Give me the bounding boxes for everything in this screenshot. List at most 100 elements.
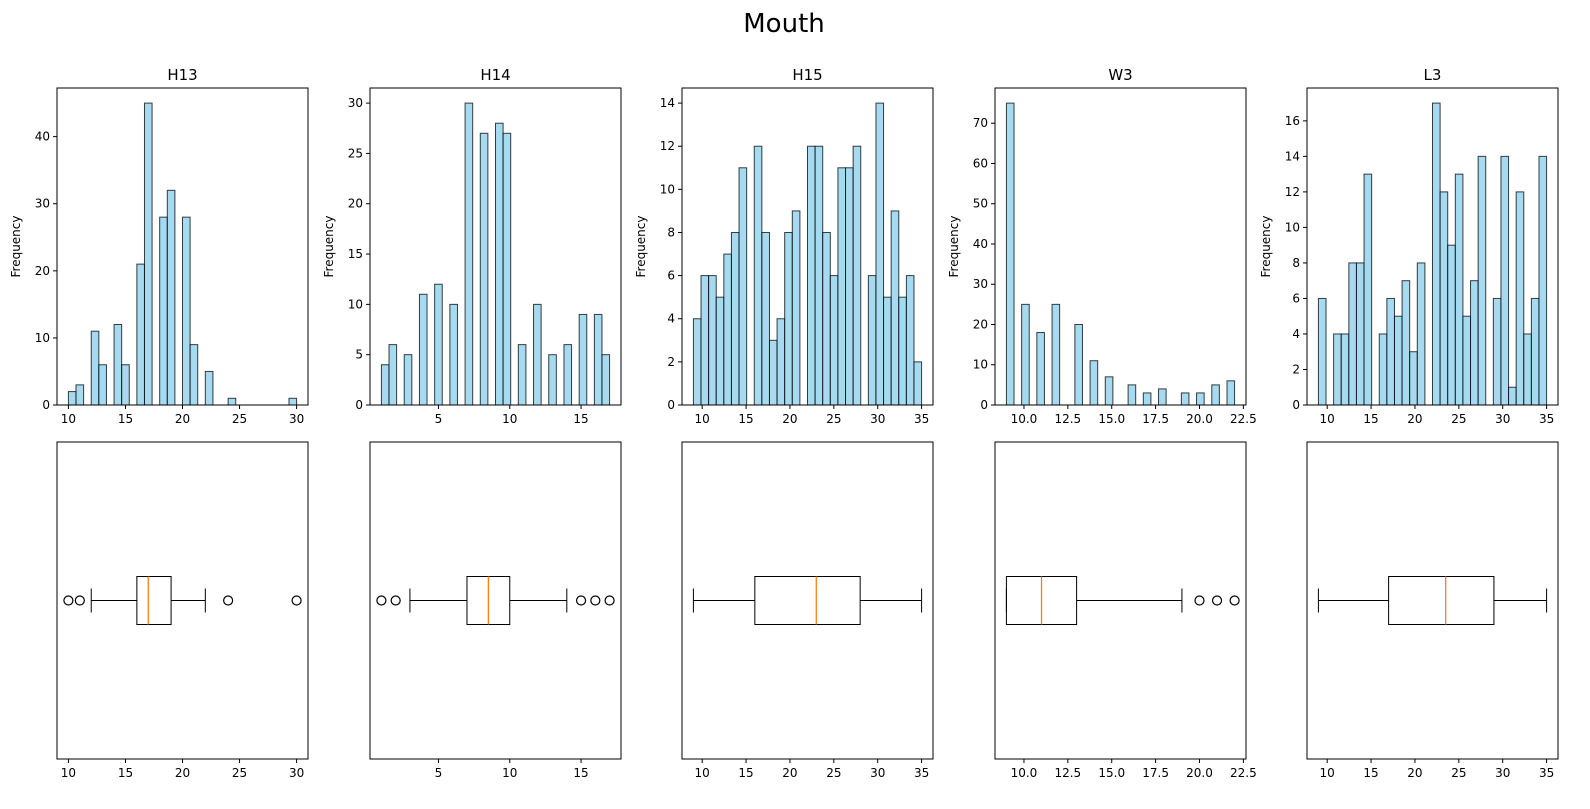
histogram-bar [136, 263, 145, 406]
histogram-bar [1492, 297, 1502, 406]
histogram-bar [1226, 380, 1236, 406]
histogram-bar [159, 216, 168, 406]
outlier-point [590, 595, 601, 606]
outlier-point [1194, 595, 1205, 606]
histogram-bar [98, 364, 107, 406]
panel-h15: H15 Frequency 0 2 4 6 8 10 12 14 10 15 20 25 30 35 10 15 2… [634, 66, 934, 780]
histogram-title: L3 [1424, 66, 1442, 84]
y-tick-label: 2 [1292, 362, 1300, 376]
y-tick-label: 30 [973, 277, 988, 291]
histogram-bar [1021, 303, 1030, 406]
histogram-bar [1538, 155, 1548, 406]
outlier-point [1211, 595, 1223, 606]
histogram-title: H14 [480, 66, 510, 84]
figure-title: Mouth [743, 9, 825, 39]
histogram-bar [913, 361, 923, 406]
histogram-bar [905, 275, 915, 406]
y-tick-label: 30 [348, 96, 363, 110]
histogram-bar [1432, 102, 1441, 406]
x-tick-label: 20 [175, 766, 190, 780]
x-tick-label: 25 [1451, 412, 1466, 426]
y-tick-label: 15 [348, 247, 363, 261]
histogram-bar [227, 397, 237, 406]
histogram-bar [204, 370, 214, 406]
histogram-title: H15 [792, 66, 822, 84]
x-tick-label: 20 [782, 412, 797, 426]
x-tick-label: 12.5 [1054, 412, 1081, 426]
histogram-bar [723, 253, 732, 406]
x-tick-label: 15 [1363, 412, 1378, 426]
x-tick-label: 15 [738, 412, 753, 426]
histogram-bar [1523, 333, 1532, 406]
y-tick-label: 2 [667, 355, 675, 369]
x-tick-label: 15.0 [1098, 766, 1125, 780]
histogram-bar [182, 216, 191, 406]
histogram-bar [533, 303, 542, 406]
y-tick-label: 50 [973, 197, 988, 211]
histogram-bar [403, 354, 413, 406]
x-tick-label: 25 [232, 766, 247, 780]
histogram-bar [1409, 351, 1418, 406]
histogram-bar [578, 313, 588, 406]
y-tick-label: 5 [355, 348, 363, 362]
y-tick-label: 6 [1292, 291, 1300, 305]
histogram-bar [1180, 392, 1190, 406]
histogram-bar [1211, 384, 1220, 406]
x-tick-label: 15.0 [1098, 412, 1125, 426]
iqr-box [136, 576, 172, 625]
x-tick-label: 10 [502, 412, 517, 426]
x-tick-label: 25 [1451, 766, 1466, 780]
histogram-bar [1104, 376, 1114, 406]
x-tick-label: 5 [435, 766, 443, 780]
boxplot-frame [681, 441, 934, 760]
y-axis-label: Frequency [634, 216, 648, 278]
outlier-point [223, 595, 234, 606]
histogram-bar [692, 318, 702, 406]
outlier-point [1229, 595, 1240, 606]
histogram-bar [1386, 297, 1395, 406]
histogram-bar [1005, 102, 1015, 406]
histogram-bar [1500, 155, 1510, 406]
histogram-bar [829, 275, 839, 406]
histogram-frame [681, 87, 934, 406]
y-tick-label: 10 [660, 182, 675, 196]
x-tick-label: 25 [826, 766, 841, 780]
x-tick-label: 10 [61, 766, 76, 780]
histogram-bar [593, 313, 603, 406]
outlier-point [575, 595, 587, 606]
y-tick-label: 25 [348, 146, 363, 160]
y-tick-label: 60 [973, 156, 988, 170]
histogram-bar [418, 293, 428, 406]
histogram-bar [434, 283, 443, 406]
histogram-bar [852, 145, 862, 406]
y-tick-label: 14 [1285, 149, 1300, 163]
histogram-bar [502, 132, 512, 406]
histogram-bar [1158, 388, 1167, 406]
histogram-bar [730, 231, 740, 406]
histogram-bar [814, 145, 824, 406]
y-tick-label: 4 [1292, 327, 1300, 341]
histogram-bar [1470, 280, 1479, 406]
histogram-bar [837, 167, 847, 406]
histogram-bar [601, 354, 611, 406]
histogram-frame [369, 87, 622, 406]
histogram-bar [288, 397, 298, 406]
histogram-bar [464, 102, 474, 406]
x-tick-label: 15 [738, 766, 753, 780]
histogram-bar [90, 330, 100, 406]
x-tick-label: 15 [1363, 766, 1378, 780]
histogram-bar [715, 296, 725, 406]
histogram-bar [166, 189, 176, 406]
histogram-bar [1036, 332, 1045, 406]
histogram-bar [822, 231, 831, 406]
x-tick-label: 10 [1320, 766, 1335, 780]
x-tick-label: 10 [1320, 412, 1335, 426]
histogram-bar [1196, 392, 1205, 406]
x-tick-label: 30 [1495, 766, 1510, 780]
histogram-bar [1317, 297, 1327, 406]
histogram-bar [883, 296, 892, 406]
outlier-point [74, 595, 85, 606]
histogram-bar [791, 210, 801, 406]
x-tick-label: 20 [782, 766, 797, 780]
x-tick-label: 22.5 [1230, 412, 1257, 426]
